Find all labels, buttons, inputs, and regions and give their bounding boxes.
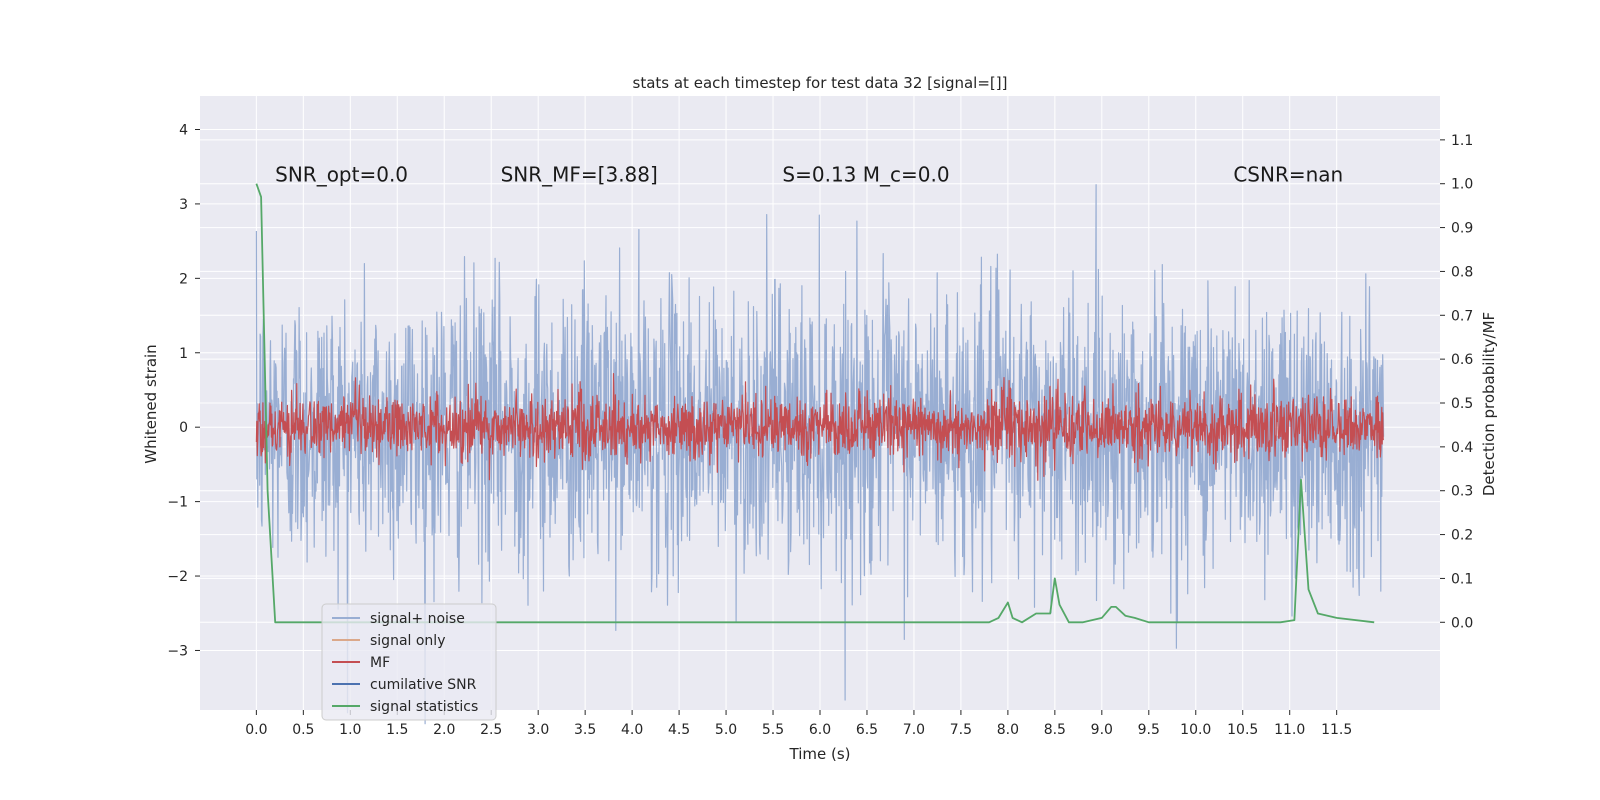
- legend: signal+ noise signal only MF cumilative SNR…: [321, 603, 497, 721]
- x-tick-label: 5.0: [715, 722, 737, 738]
- annotation-text: SNR_opt=0.0: [275, 163, 408, 187]
- y2-axis-title: Detection probability/MF: [1480, 312, 1498, 496]
- x-tick-label: 9.0: [1091, 722, 1113, 738]
- x-tick-label: 7.0: [903, 722, 925, 738]
- legend-entry: signal+ noise: [370, 611, 465, 627]
- x-tick-label: 3.0: [527, 722, 549, 738]
- y-tick-label: 3: [179, 197, 188, 213]
- y2-tick-label: 0.7: [1451, 308, 1473, 324]
- y-tick-label: 1: [179, 346, 188, 362]
- y-axis-title: Whitened strain: [142, 344, 160, 463]
- x-tick-label: 8.5: [1044, 722, 1066, 738]
- x-tick-label: 10.0: [1180, 722, 1211, 738]
- series-line-signal-noise: [255, 184, 1385, 725]
- x-tick-label: 6.5: [856, 722, 878, 738]
- legend-entry: signal statistics: [370, 699, 478, 715]
- x-axis-title: Time (s): [789, 745, 851, 763]
- y-tick-label: 2: [179, 271, 188, 287]
- x-tick-label: 1.5: [386, 722, 408, 738]
- x-tick-label: 6.0: [809, 722, 831, 738]
- x-tick-label: 4.5: [668, 722, 690, 738]
- y-tick-label: 4: [179, 122, 188, 138]
- chart-title: stats at each timestep for test data 32 …: [633, 74, 1008, 92]
- x-tick-label: 1.0: [339, 722, 361, 738]
- x-tick-label: 9.5: [1138, 722, 1160, 738]
- y-tick-label: −3: [167, 643, 188, 659]
- y2-tick-label: 0.0: [1451, 615, 1473, 631]
- annotation-text: CSNR=nan: [1233, 163, 1343, 187]
- x-tick-label: 7.5: [950, 722, 972, 738]
- legend-entry: cumilative SNR: [370, 677, 477, 693]
- x-tick-label: 8.0: [997, 722, 1019, 738]
- y-tick-label: −2: [167, 569, 188, 585]
- annotation-text: SNR_MF=[3.88]: [501, 163, 658, 187]
- y2-tick-label: 0.3: [1451, 484, 1473, 500]
- y-tick-label: −1: [167, 495, 188, 511]
- y2-tick-label: 0.1: [1451, 571, 1473, 587]
- y2-tick-label: 0.5: [1451, 396, 1473, 412]
- series-line-mf: [255, 373, 1385, 481]
- y2-tick-label: 1.1: [1451, 133, 1473, 149]
- x-tick-label: 0.5: [292, 722, 314, 738]
- legend-box: [321, 603, 497, 721]
- y2-tick-label: 0.4: [1451, 440, 1473, 456]
- annotations: SNR_opt=0.0 SNR_MF=[3.88] S=0.13 M_c=0.0 CS…: [275, 163, 1343, 187]
- y2-tick-label: 0.2: [1451, 528, 1473, 544]
- y2-tick-label: 0.9: [1451, 221, 1473, 237]
- x-tick-label: 2.0: [433, 722, 455, 738]
- annotation-text: S=0.13 M_c=0.0: [782, 163, 949, 187]
- x-tick-label: 11.5: [1321, 722, 1352, 738]
- y2-tick-label: 0.8: [1451, 264, 1473, 280]
- x-tick-label: 3.5: [574, 722, 596, 738]
- axes: 0.0 0.5 1.0 1.5 2.0 2.5 3.0 3.5 4.0 4.5 5.0 5.5 6.0 6…: [167, 122, 1473, 738]
- legend-entry: MF: [370, 655, 390, 671]
- x-tick-label: 2.5: [480, 722, 502, 738]
- x-tick-label: 10.5: [1227, 722, 1258, 738]
- x-tick-label: 4.0: [621, 722, 643, 738]
- y2-tick-label: 1.0: [1451, 177, 1473, 193]
- x-tick-label: 11.0: [1274, 722, 1305, 738]
- y-tick-label: 0: [179, 420, 188, 436]
- x-tick-label: 5.5: [762, 722, 784, 738]
- x-tick-label: 0.0: [245, 722, 267, 738]
- y2-tick-label: 0.6: [1451, 352, 1473, 368]
- legend-entry: signal only: [370, 633, 445, 649]
